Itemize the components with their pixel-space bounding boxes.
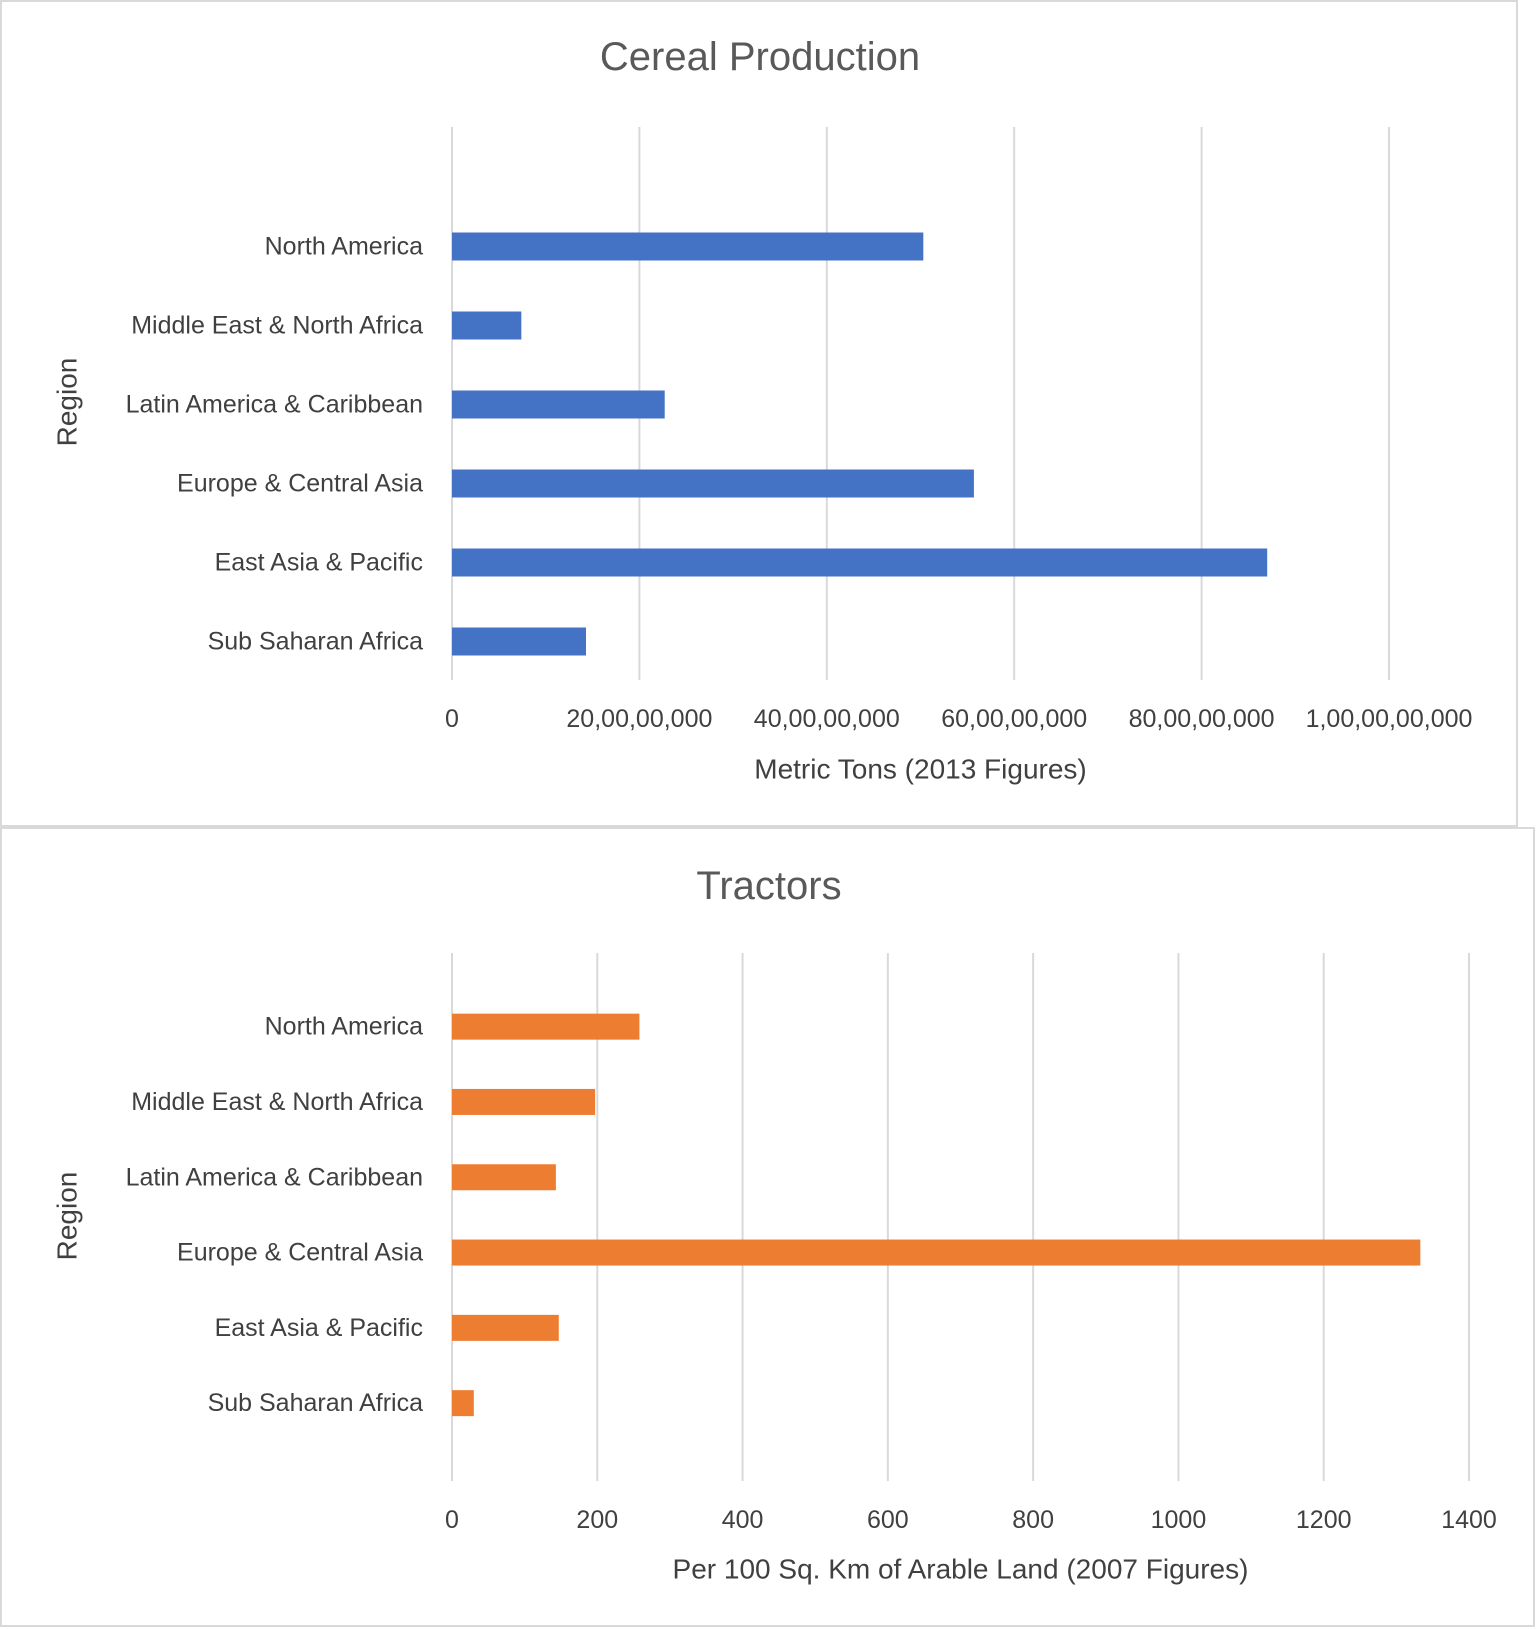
x-axis-title: Per 100 Sq. Km of Arable Land (2007 Figu… xyxy=(673,1554,1249,1585)
x-tick-label: 20,00,00,000 xyxy=(566,705,712,733)
bar xyxy=(452,1239,1421,1266)
cereal-production-chart: Cereal Production 0 20,00,00,000 40,00,00,0… xyxy=(0,0,1518,827)
bar xyxy=(452,1013,640,1040)
bar xyxy=(452,469,974,498)
x-tick-label: 1,00,00,00,000 xyxy=(1306,705,1473,733)
x-tick-label: 1000 xyxy=(1151,1506,1207,1534)
x-tick-label: 40,00,00,000 xyxy=(754,705,900,733)
y-axis-title: Region xyxy=(52,1172,83,1261)
x-tick-label: 0 xyxy=(445,1506,459,1534)
category-label: North America xyxy=(265,1013,423,1041)
category-label: Latin America & Caribbean xyxy=(126,391,423,419)
category-label: Latin America & Caribbean xyxy=(126,1163,423,1191)
category-label: East Asia & Pacific xyxy=(215,1314,423,1342)
category-label: North America xyxy=(265,233,423,261)
category-label: Middle East & North Africa xyxy=(131,312,423,340)
bar xyxy=(452,390,665,419)
bar xyxy=(452,1088,596,1115)
bar xyxy=(452,232,924,261)
chart-title: Cereal Production xyxy=(600,35,920,79)
tractors-svg: Tractors 0 200 400 600 800 1000 1200 1400 Sub Sah… xyxy=(52,864,1497,1585)
chart-title: Tractors xyxy=(696,864,841,908)
bar xyxy=(452,627,586,656)
x-tick-label: 600 xyxy=(867,1506,909,1534)
bar xyxy=(452,548,1268,577)
category-label: Sub Saharan Africa xyxy=(208,1389,424,1417)
bar xyxy=(452,1390,474,1417)
category-label: Europe & Central Asia xyxy=(177,470,423,498)
x-axis-title: Metric Tons (2013 Figures) xyxy=(754,754,1087,785)
x-tick-label: 200 xyxy=(576,1506,618,1534)
category-label: East Asia & Pacific xyxy=(215,549,423,577)
x-tick-label: 400 xyxy=(722,1506,764,1534)
category-label: Middle East & North Africa xyxy=(131,1088,423,1116)
bar xyxy=(452,1164,556,1191)
bar xyxy=(452,1314,559,1341)
x-tick-label: 800 xyxy=(1012,1506,1054,1534)
x-tick-label: 1200 xyxy=(1296,1506,1352,1534)
cereal-production-svg: Cereal Production 0 20,00,00,000 40,00,00,0… xyxy=(52,35,1473,785)
category-label: Sub Saharan Africa xyxy=(208,628,424,656)
x-tick-label: 80,00,00,000 xyxy=(1129,705,1275,733)
y-axis-title: Region xyxy=(52,358,83,447)
category-label: Europe & Central Asia xyxy=(177,1239,423,1267)
x-tick-label: 0 xyxy=(445,705,459,733)
x-tick-label: 60,00,00,000 xyxy=(941,705,1087,733)
bar xyxy=(452,311,522,340)
x-tick-label: 1400 xyxy=(1441,1506,1497,1534)
tractors-chart: Tractors 0 200 400 600 800 1000 1200 1400 Sub Sah… xyxy=(0,827,1535,1627)
